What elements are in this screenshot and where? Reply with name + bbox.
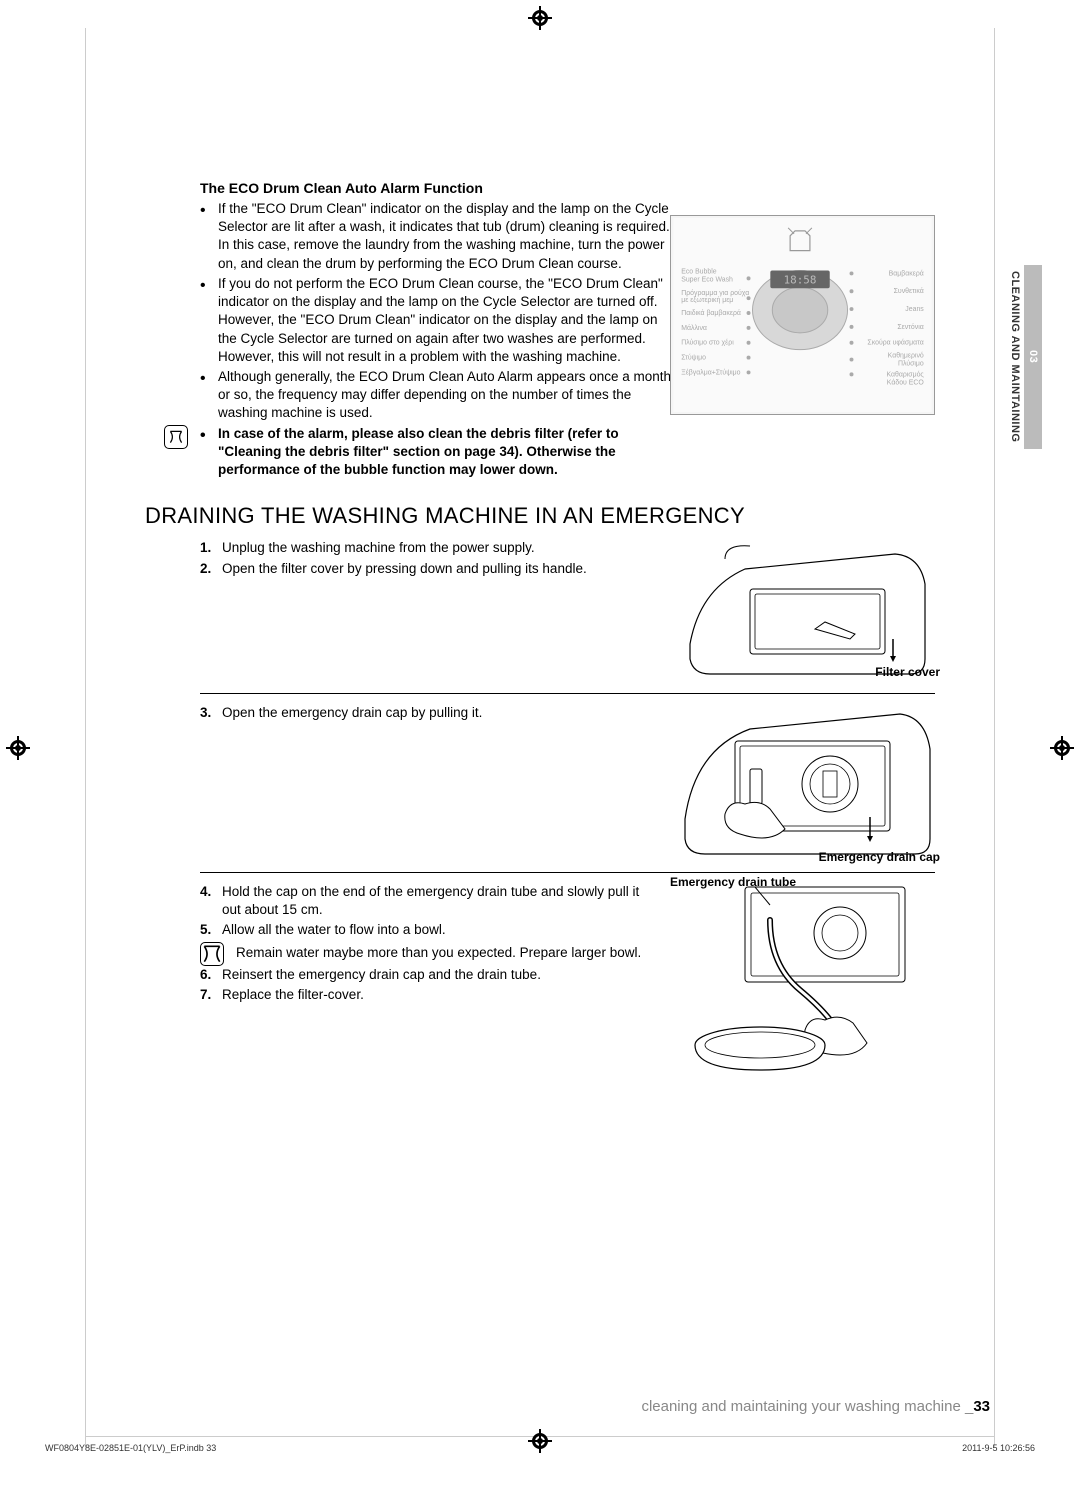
step-block: 3. Open the emergency drain cap by pullin… bbox=[200, 704, 935, 722]
bullet-list: If the "ECO Drum Clean" indicator on the… bbox=[200, 200, 680, 479]
step-text: Open the emergency drain cap by pulling … bbox=[222, 705, 482, 720]
svg-text:Καθημερινό: Καθημερινό bbox=[888, 352, 924, 360]
footer-text: cleaning and maintaining your washing ma… bbox=[641, 1398, 973, 1415]
step-number: 4. bbox=[200, 883, 211, 901]
registration-mark-icon bbox=[528, 6, 552, 30]
print-filename: WF0804Y8E-02851E-01(YLV)_ErP.indb 33 bbox=[45, 1443, 216, 1453]
divider bbox=[200, 872, 935, 873]
step-text: Open the filter cover by pressing down a… bbox=[222, 561, 587, 576]
step-item: 1. Unplug the washing machine from the po… bbox=[200, 539, 660, 557]
svg-text:με εξωτερική μεμ: με εξωτερική μεμ bbox=[681, 297, 733, 304]
page-content: The ECO Drum Clean Auto Alarm Function I… bbox=[145, 180, 935, 1006]
drain-tube-illustration: Emergency drain tube bbox=[675, 875, 935, 1075]
note-icon bbox=[200, 942, 224, 966]
step-item: 2. Open the filter cover by pressing down… bbox=[200, 560, 660, 578]
step-text: Reinsert the emergency drain cap and the… bbox=[222, 967, 541, 982]
svg-text:Παιδικά βαμβακερά: Παιδικά βαμβακερά bbox=[681, 309, 741, 317]
svg-text:Πρόγραμμα για ρούχα: Πρόγραμμα για ρούχα bbox=[681, 289, 749, 297]
registration-mark-icon bbox=[528, 1429, 552, 1453]
step-number: 6. bbox=[200, 966, 211, 984]
step-number: 1. bbox=[200, 539, 211, 557]
svg-text:Στύψιμο: Στύψιμο bbox=[681, 354, 706, 362]
filter-cover-illustration: Filter cover bbox=[675, 534, 935, 684]
step-text: Hold the cap on the end of the emergency… bbox=[222, 884, 639, 917]
step-item: 7. Replace the filter-cover. bbox=[200, 986, 660, 1004]
divider bbox=[200, 693, 935, 694]
bullet-text: In case of the alarm, please also clean … bbox=[218, 426, 619, 477]
step-block: 4. Hold the cap on the end of the emergen… bbox=[200, 883, 935, 1004]
svg-text:Κάδου ECO: Κάδου ECO bbox=[887, 378, 925, 386]
bullet-item: If you do not perform the ECO Drum Clean… bbox=[200, 275, 680, 366]
section-title: CLEANING AND MAINTAINING bbox=[1006, 265, 1024, 449]
bullet-item-bold: In case of the alarm, please also clean … bbox=[200, 425, 680, 480]
bullet-item: If the "ECO Drum Clean" indicator on the… bbox=[200, 200, 680, 273]
step-number: 3. bbox=[200, 704, 211, 722]
drain-cap-illustration: Emergency drain cap bbox=[675, 699, 935, 864]
subtitle: The ECO Drum Clean Auto Alarm Function bbox=[200, 180, 935, 196]
registration-mark-icon bbox=[6, 736, 30, 760]
step-item: 6. Reinsert the emergency drain cap and t… bbox=[200, 966, 660, 984]
step-block: 1. Unplug the washing machine from the po… bbox=[200, 539, 935, 577]
registration-mark-icon bbox=[1050, 736, 1074, 760]
step-item: 3. Open the emergency drain cap by pullin… bbox=[200, 704, 660, 722]
step-number: 7. bbox=[200, 986, 211, 1004]
svg-text:18:58: 18:58 bbox=[784, 273, 817, 286]
svg-text:Jeans: Jeans bbox=[905, 306, 924, 313]
section-number: 03 bbox=[1024, 265, 1042, 449]
svg-text:Καθαρισμός: Καθαρισμός bbox=[886, 370, 924, 378]
footer: cleaning and maintaining your washing ma… bbox=[641, 1398, 990, 1415]
svg-text:Eco Bubble: Eco Bubble bbox=[681, 268, 717, 275]
svg-text:Πλύσιμο: Πλύσιμο bbox=[898, 359, 924, 367]
page-number: 33 bbox=[973, 1398, 990, 1415]
step-text: Replace the filter-cover. bbox=[222, 987, 364, 1002]
guide-right bbox=[994, 28, 995, 1448]
svg-text:Super Eco Wash: Super Eco Wash bbox=[681, 276, 733, 283]
print-timestamp: 2011-9-5 10:26:56 bbox=[962, 1443, 1035, 1453]
step-text: Unplug the washing machine from the powe… bbox=[222, 540, 535, 555]
step-item: 4. Hold the cap on the end of the emergen… bbox=[200, 883, 660, 919]
note-text: Remain water maybe more than you expecte… bbox=[236, 945, 641, 960]
svg-text:Σκούρα υφάσματα: Σκούρα υφάσματα bbox=[867, 339, 923, 347]
svg-text:Μάλλινα: Μάλλινα bbox=[681, 324, 707, 332]
step-item: 5. Allow all the water to flow into a bow… bbox=[200, 921, 660, 939]
bullet-item: Although generally, the ECO Drum Clean A… bbox=[200, 368, 680, 423]
svg-text:Σεντόνια: Σεντόνια bbox=[897, 323, 923, 331]
step-text: Allow all the water to flow into a bowl. bbox=[222, 922, 446, 937]
svg-text:Βαμβακερά: Βαμβακερά bbox=[889, 269, 924, 277]
illustration-label: Emergency drain cap bbox=[819, 850, 940, 864]
step-number: 2. bbox=[200, 560, 211, 578]
section-tab: 03 CLEANING AND MAINTAINING bbox=[1018, 265, 1042, 449]
svg-text:Πλύσιμο στο χέρι: Πλύσιμο στο χέρι bbox=[681, 339, 734, 347]
guide-left bbox=[85, 28, 86, 1448]
illustration-label: Filter cover bbox=[875, 665, 940, 679]
svg-text:Ξέβγαλμα+Στύψιμο: Ξέβγαλμα+Στύψιμο bbox=[681, 368, 740, 376]
svg-text:Συνθετικά: Συνθετικά bbox=[894, 287, 924, 295]
step-number: 5. bbox=[200, 921, 211, 939]
section-header: DRAINING THE WASHING MACHINE IN AN EMERG… bbox=[145, 503, 935, 529]
note: Remain water maybe more than you expecte… bbox=[200, 944, 660, 962]
control-panel-illustration: 18:58 Eco Bubble Super Eco Wash Πρόγραμμ… bbox=[670, 215, 935, 415]
note-icon bbox=[164, 425, 188, 449]
